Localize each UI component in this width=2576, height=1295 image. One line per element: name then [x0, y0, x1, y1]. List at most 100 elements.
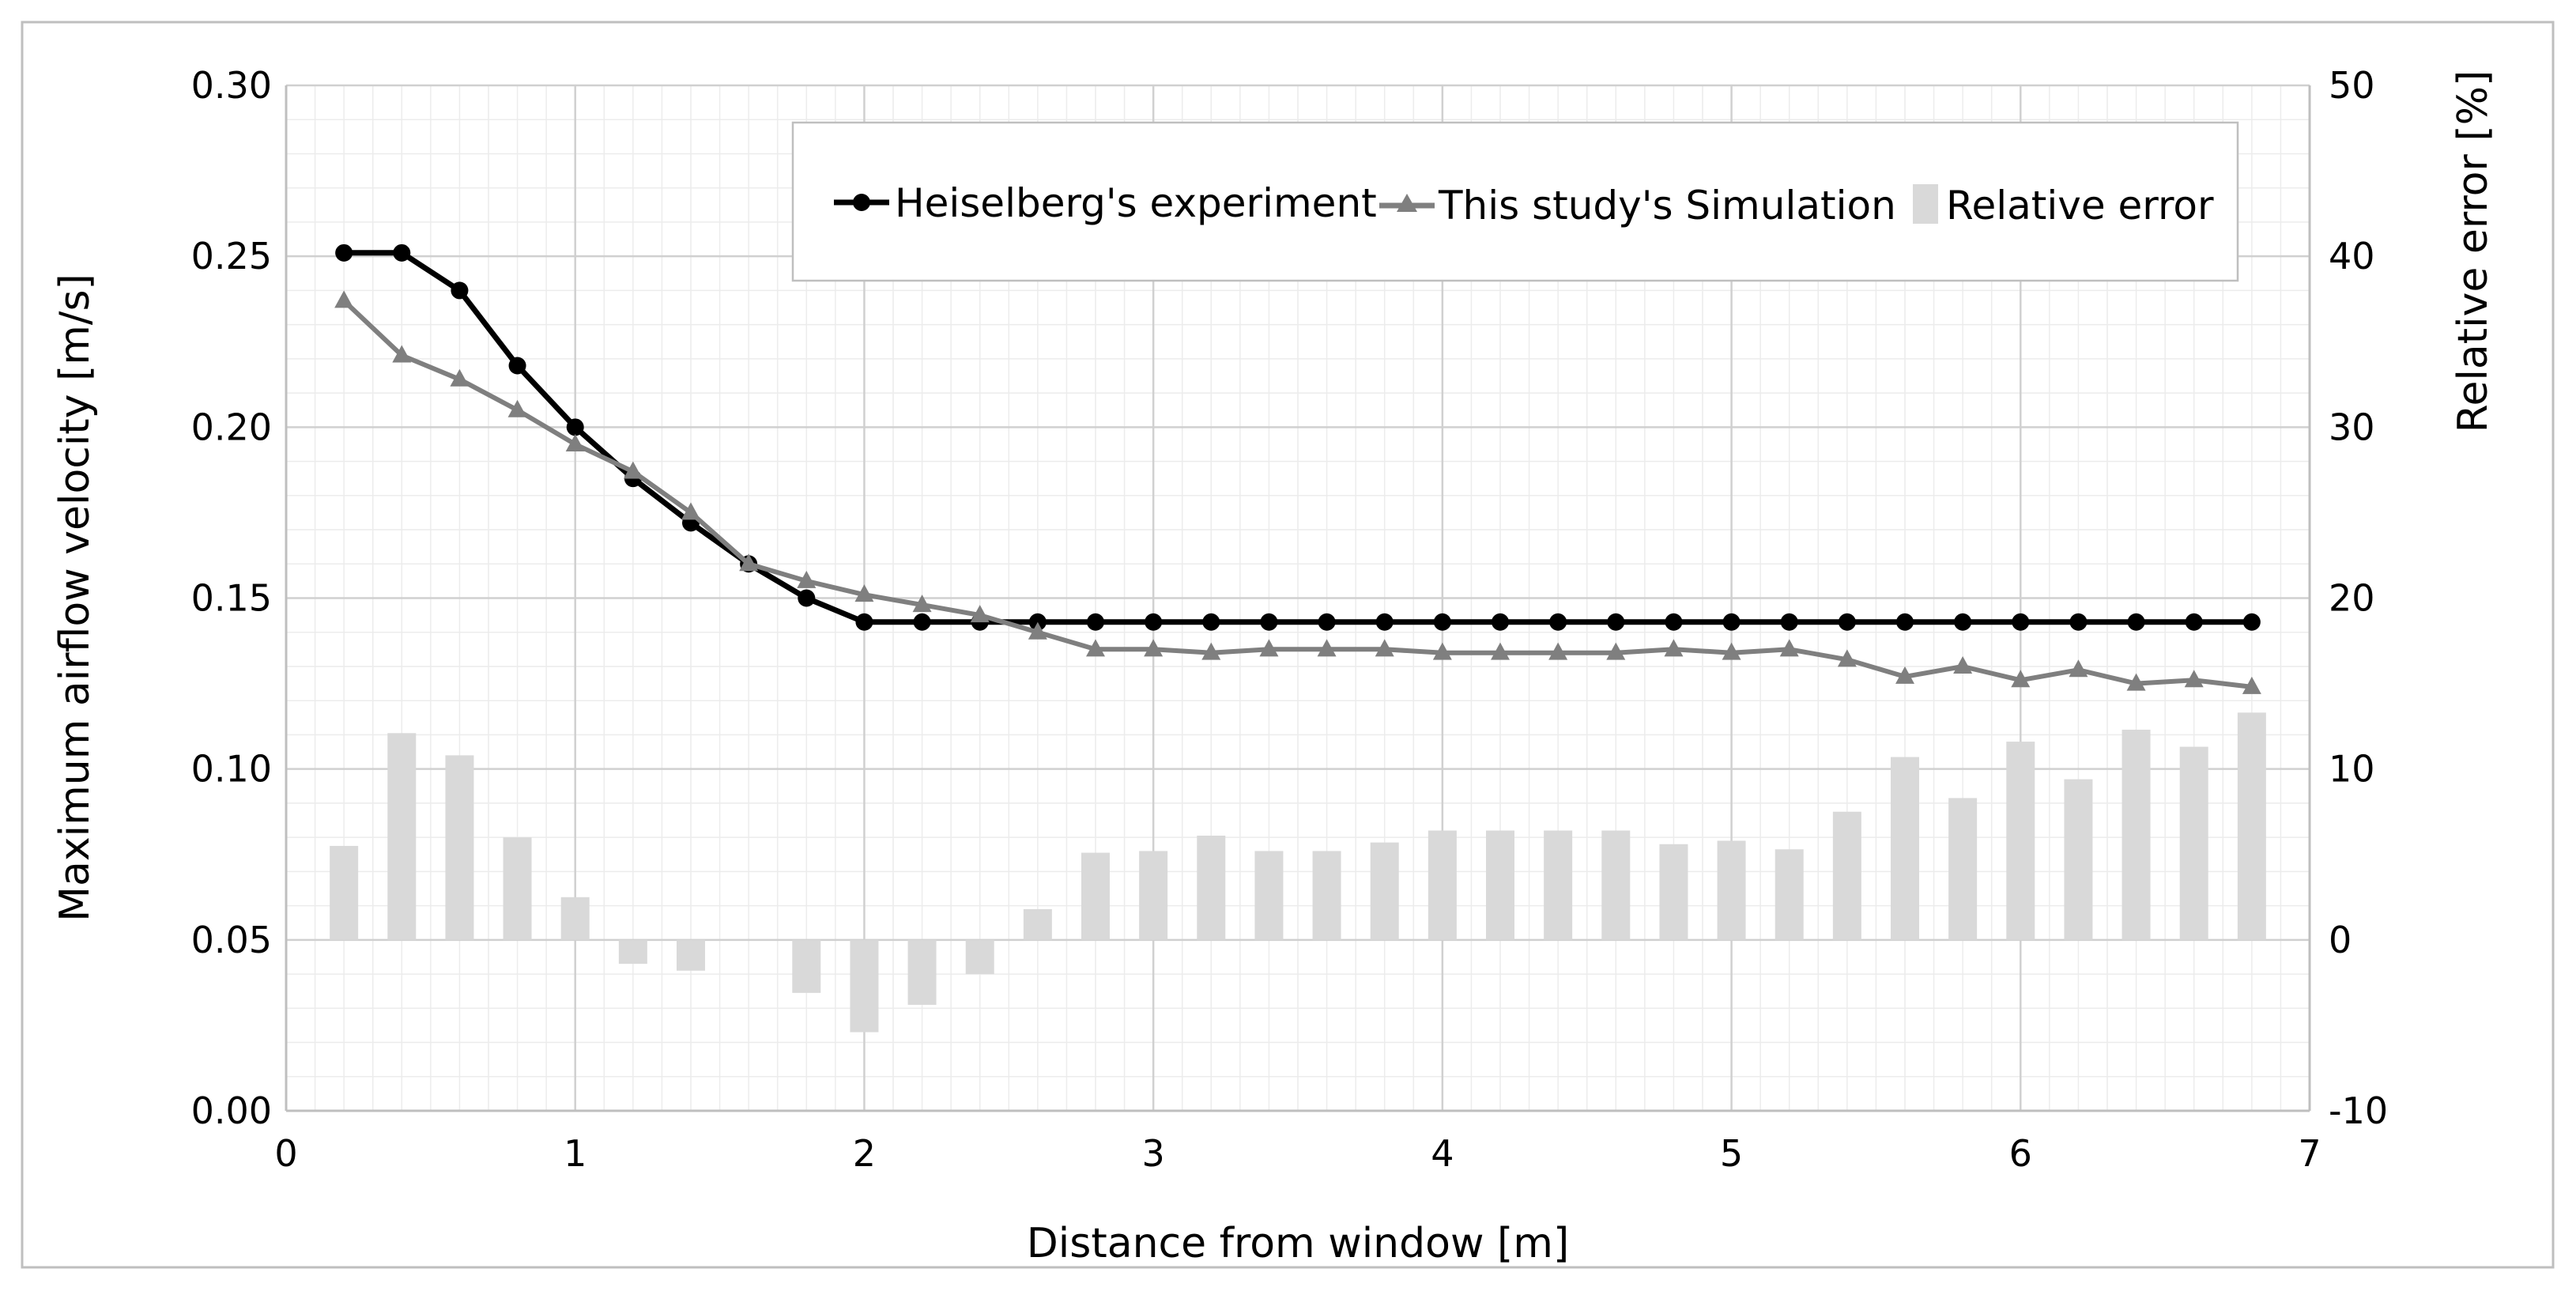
relative-error-bar	[1775, 849, 1804, 940]
relative-error-bar	[2179, 746, 2208, 940]
relative-error-bar	[1370, 842, 1399, 940]
x-tick-labels: 0 1 2 3 4 5 6 7	[274, 1132, 2321, 1175]
simulation-point	[854, 584, 874, 602]
simulation-point	[1722, 642, 1741, 660]
experiment-point	[1665, 613, 1683, 631]
simulation-point	[2126, 673, 2146, 691]
y2-tick-label: 50	[2329, 64, 2375, 107]
experiment-point	[2242, 613, 2261, 631]
x-tick-label: 5	[1720, 1132, 1743, 1175]
experiment-point	[1954, 613, 1972, 631]
experiment-point	[1375, 613, 1394, 631]
simulation-point	[797, 570, 817, 588]
experiment-point	[2185, 613, 2203, 631]
simulation-point	[1779, 639, 1799, 657]
axes	[285, 85, 2311, 1112]
relative-error-bar	[1254, 851, 1284, 940]
experiment-point	[855, 613, 873, 631]
series-lines	[334, 244, 2261, 694]
x-tick-label: 4	[1431, 1132, 1454, 1175]
relative-error-bar	[677, 939, 705, 971]
experiment-point	[1433, 613, 1451, 631]
x-tick-label: 0	[274, 1132, 297, 1175]
simulation-point	[2011, 670, 2031, 688]
experiment-point	[393, 244, 411, 262]
experiment-point	[1838, 613, 1856, 631]
experiment-point	[1780, 613, 1798, 631]
simulation-line	[342, 299, 2253, 689]
simulation-point	[2242, 676, 2261, 694]
y2-tick-label: 30	[2329, 406, 2375, 448]
legend-entry-relative-error: Relative error	[1913, 183, 2214, 228]
simulation-point	[623, 461, 643, 479]
experiment-point	[2012, 613, 2030, 631]
experiment-point	[1260, 613, 1278, 631]
x-tick-label: 7	[2298, 1132, 2321, 1175]
relative-error-bar	[792, 939, 821, 993]
experiment-point	[1202, 613, 1220, 631]
experiment-point	[335, 244, 353, 262]
experiment-point	[1087, 613, 1104, 631]
simulation-point	[450, 368, 470, 387]
relative-error-bar	[907, 939, 937, 1005]
relative-error-bar	[2006, 742, 2035, 940]
relative-error-bar	[1948, 798, 1978, 940]
simulation-point	[334, 290, 354, 308]
y-tick-label: 0.10	[191, 748, 272, 791]
y-tick-label: 0.30	[191, 64, 272, 107]
y2-tick-label: 20	[2329, 577, 2375, 620]
experiment-point	[1722, 613, 1741, 631]
relative-error-bar	[618, 939, 647, 965]
relative-error-bar	[560, 897, 590, 940]
simulation-point	[1606, 642, 1626, 660]
simulation-point	[1144, 639, 1164, 657]
simulation-point	[1317, 639, 1337, 657]
y-tick-label: 0.20	[191, 406, 272, 448]
relative-error-bar	[1544, 830, 1573, 940]
relative-error-bar	[1023, 908, 1052, 940]
relative-error-bar	[2237, 712, 2266, 940]
simulation-point	[739, 553, 759, 572]
x-tick-label: 1	[564, 1132, 586, 1175]
y2-tick-label: 10	[2329, 748, 2375, 791]
simulation-point	[970, 605, 990, 623]
relative-error-bar	[1081, 852, 1110, 940]
experiment-point	[566, 418, 584, 436]
y2-axis-title: Relative error [%]	[2450, 70, 2497, 433]
y-tick-label: 0.05	[191, 919, 272, 961]
relative-error-bar	[1312, 851, 1341, 940]
simulation-point	[1259, 639, 1279, 657]
experiment-point	[1492, 613, 1509, 631]
y2-tick-label: 40	[2329, 235, 2375, 278]
y2-tick-label: -10	[2329, 1089, 2388, 1132]
legend-marker-simulation	[1397, 194, 1417, 212]
simulation-point	[1432, 642, 1452, 660]
simulation-point	[2184, 670, 2204, 688]
relative-error-bars	[330, 712, 2266, 1033]
relative-error-bar	[1832, 811, 1861, 940]
experiment-point	[508, 357, 526, 375]
simulation-point	[912, 595, 932, 613]
relative-error-bar	[445, 755, 474, 940]
legend-swatch-relative-error	[1913, 184, 1938, 224]
simulation-point	[1953, 655, 1973, 674]
simulation-point	[1837, 649, 1857, 667]
relative-error-bar	[387, 733, 417, 940]
simulation-point	[1664, 639, 1684, 657]
relative-error-bar	[1428, 830, 1457, 940]
simulation-point	[1548, 642, 1568, 660]
relative-error-bar	[330, 845, 359, 940]
x-axis-title: Distance from window [m]	[1027, 1220, 1570, 1267]
experiment-line	[344, 250, 2252, 625]
relative-error-bar	[2064, 779, 2093, 940]
simulation-point	[1201, 642, 1221, 660]
simulation-point	[1375, 639, 1394, 657]
y-tick-labels: 0.00 0.05 0.10 0.15 0.20 0.25 0.30	[191, 64, 272, 1132]
simulation-point	[681, 502, 700, 520]
relative-error-bar	[1659, 844, 1688, 940]
experiment-point	[1318, 613, 1336, 631]
legend-label-simulation: This study's Simulation	[1438, 183, 1896, 228]
y-axis-title: Maximum airflow velocity [m/s]	[51, 274, 99, 922]
experiment-point	[798, 589, 816, 607]
